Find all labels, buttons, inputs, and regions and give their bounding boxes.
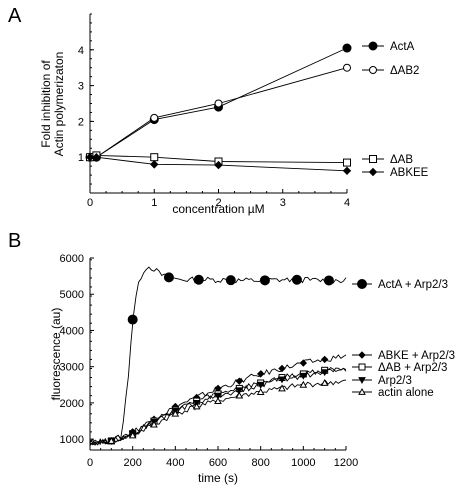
- data-point: [225, 275, 236, 286]
- series-1: ActA: [85, 41, 415, 162]
- data-point: [259, 275, 270, 286]
- x-tick-label: 0: [87, 457, 93, 469]
- y-tick-label: 2: [78, 116, 84, 128]
- x-tick-label: 4: [344, 197, 350, 209]
- legend-label: Arp2/3: [378, 375, 412, 387]
- y-axis-label: Fold inhibition of: [39, 60, 53, 148]
- data-point: [256, 370, 265, 378]
- series-2: ΔAB2: [86, 63, 419, 162]
- data-point: [107, 436, 116, 444]
- y-tick-label: 5000: [60, 289, 84, 301]
- data-point: [299, 372, 308, 380]
- y-tick-label: 2000: [60, 398, 84, 410]
- legend-label: ABKE + Arp2/3: [378, 350, 455, 362]
- data-point: [342, 43, 352, 53]
- x-tick-label: 3: [280, 197, 286, 209]
- x-tick-label: 0: [87, 197, 93, 209]
- data-point: [256, 388, 265, 395]
- x-axis-label: concentration µM: [172, 202, 264, 216]
- y-tick-label: 3: [78, 81, 84, 93]
- data-point: [343, 158, 351, 167]
- legend-marker: [368, 41, 378, 51]
- legend-marker: [368, 167, 378, 177]
- x-axis-label: time (s): [198, 471, 238, 485]
- data-point: [163, 272, 174, 283]
- series-line: [90, 67, 348, 158]
- panel-label: A: [8, 5, 22, 27]
- series-line: [89, 266, 347, 445]
- y-tick-label: 1: [78, 152, 84, 164]
- legend-marker: [358, 387, 366, 395]
- legend-label: ΔAB: [390, 154, 413, 166]
- x-tick-label: 1: [151, 197, 157, 209]
- legend-label: ABKEE: [390, 167, 429, 179]
- data-point: [278, 384, 286, 392]
- data-point: [320, 378, 329, 386]
- series-3: ΔAB: [86, 151, 413, 167]
- legend-label: ActA: [390, 41, 415, 53]
- series-5: actin alone: [89, 378, 434, 445]
- data-point: [278, 364, 286, 373]
- legend-marker: [358, 363, 366, 371]
- data-point: [235, 391, 244, 399]
- data-point: [214, 99, 223, 108]
- data-point: [150, 420, 158, 428]
- data-point: [193, 274, 204, 285]
- y-axis-label: Actin polymerizaton: [52, 52, 66, 157]
- x-tick-label: 1000: [291, 457, 315, 469]
- data-point: [192, 402, 201, 410]
- data-point: [343, 63, 351, 72]
- data-point: [291, 274, 302, 285]
- y-tick-label: 4000: [60, 325, 84, 337]
- data-point: [320, 369, 329, 377]
- data-point: [320, 355, 329, 364]
- data-point: [323, 275, 334, 286]
- y-tick-label: 3000: [60, 362, 84, 374]
- legend-label: ΔAB2: [390, 65, 419, 77]
- y-axis-label: fluorescence (au): [49, 308, 63, 401]
- data-point: [171, 409, 180, 417]
- data-point: [150, 153, 159, 162]
- data-point: [235, 377, 244, 385]
- data-point: [299, 380, 308, 388]
- series-1: ActA + Arp2/3: [89, 266, 448, 445]
- panel-b: B 0 200 400 600 800 1000 1200 1000 2000 3000 4000 50…: [8, 230, 455, 485]
- series-4: ABKEE: [85, 152, 429, 179]
- y-tick-label: 6000: [60, 253, 84, 265]
- y-tick-label: 4: [78, 45, 84, 57]
- data-point: [127, 314, 138, 325]
- data-point: [214, 160, 223, 170]
- legend-marker: [357, 279, 367, 289]
- data-point: [85, 152, 95, 162]
- x-tick-label: 600: [209, 457, 227, 469]
- data-point: [150, 113, 159, 122]
- legend-marker: [369, 66, 377, 74]
- data-point: [342, 166, 352, 176]
- legend-marker: [369, 155, 377, 163]
- legend-label: ΔAB + Arp2/3: [378, 362, 447, 374]
- panel-a: A 0 1 2 3 4 1 2 3 4 concentration µM Fold inhibitio…: [8, 5, 429, 216]
- x-tick-label: 2: [215, 197, 221, 209]
- data-point: [278, 376, 286, 384]
- panel-label: B: [8, 230, 21, 252]
- data-point: [128, 431, 137, 439]
- data-point: [150, 160, 159, 169]
- data-point: [256, 381, 265, 389]
- y-tick-label: 1000: [60, 434, 84, 446]
- data-point: [214, 397, 222, 404]
- data-point: [214, 392, 222, 400]
- legend-marker: [358, 351, 366, 359]
- legend-label: actin alone: [378, 387, 434, 399]
- x-tick-label: 1200: [334, 457, 358, 469]
- data-point: [92, 152, 101, 162]
- data-point: [235, 387, 244, 395]
- legend-label: ActA + Arp2/3: [378, 279, 448, 291]
- x-tick-label: 200: [123, 457, 141, 469]
- data-point: [299, 359, 308, 367]
- x-tick-label: 400: [166, 457, 184, 469]
- legend-marker: [358, 377, 366, 385]
- x-tick-label: 800: [251, 457, 269, 469]
